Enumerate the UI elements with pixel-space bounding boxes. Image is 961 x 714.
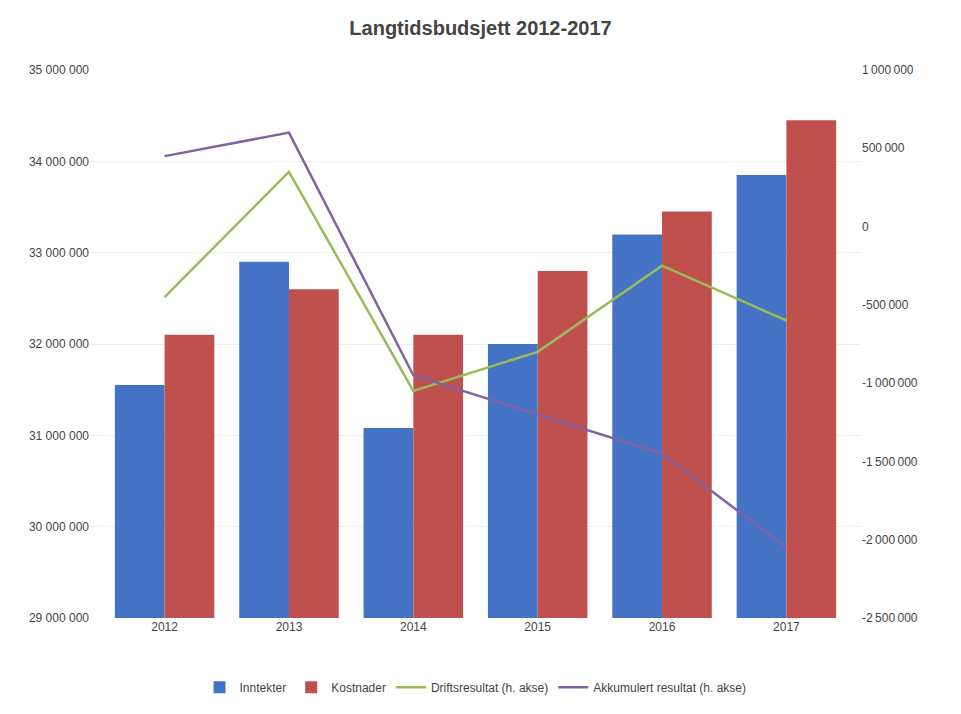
- svg-text:-2 000 000: -2 000 000: [862, 533, 918, 547]
- svg-text:2013: 2013: [276, 620, 303, 634]
- svg-text:2015: 2015: [524, 620, 551, 634]
- svg-text:2014: 2014: [400, 620, 427, 634]
- svg-text:-500 000: -500 000: [862, 298, 909, 312]
- svg-text:31 000 000: 31 000 000: [29, 429, 89, 443]
- svg-text:-2 500 000: -2 500 000: [862, 611, 918, 625]
- svg-text:Kostnader: Kostnader: [331, 681, 386, 695]
- svg-text:33 000 000: 33 000 000: [29, 246, 89, 260]
- svg-text:Inntekter: Inntekter: [240, 681, 287, 695]
- svg-text:34 000 000: 34 000 000: [29, 155, 89, 169]
- svg-text:0: 0: [862, 220, 869, 234]
- svg-text:-1 500 000: -1 500 000: [862, 455, 918, 469]
- svg-text:30 000 000: 30 000 000: [29, 520, 89, 534]
- svg-text:500 000: 500 000: [862, 141, 905, 155]
- svg-text:Driftsresultat (h. akse): Driftsresultat (h. akse): [431, 681, 548, 695]
- svg-text:35 000 000: 35 000 000: [29, 63, 89, 77]
- svg-text:Langtidsbudsjett 2012-2017: Langtidsbudsjett 2012-2017: [349, 17, 611, 39]
- svg-text:32 000 000: 32 000 000: [29, 337, 89, 351]
- svg-text:1 000 000: 1 000 000: [862, 63, 914, 77]
- svg-text:2016: 2016: [649, 620, 676, 634]
- svg-text:2017: 2017: [773, 620, 800, 634]
- svg-text:2012: 2012: [151, 620, 178, 634]
- svg-text:-1 000 000: -1 000 000: [862, 376, 918, 390]
- svg-text:29 000 000: 29 000 000: [29, 611, 89, 625]
- svg-text:Akkumulert resultat (h. akse): Akkumulert resultat (h. akse): [593, 681, 746, 695]
